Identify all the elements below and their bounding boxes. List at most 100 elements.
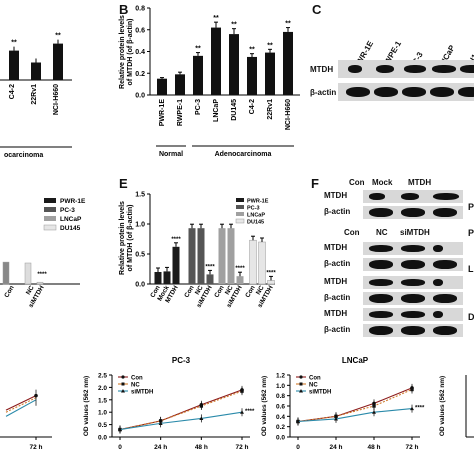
bar	[163, 271, 171, 284]
bar	[236, 276, 244, 284]
blot-band	[433, 311, 443, 318]
panel-label-e: E	[119, 176, 128, 191]
y-tick-label: 0.6	[135, 27, 145, 34]
blot-band	[369, 260, 393, 269]
group-label-adeno: Adenocarcinoma	[215, 151, 272, 158]
legend-label: PC-3	[60, 207, 75, 214]
blot-band	[433, 208, 457, 217]
blot-c-row-label-mtdh: MTDH	[310, 65, 334, 74]
blot-band	[433, 193, 459, 200]
chart-title: LNCaP	[342, 356, 369, 365]
blot-f-side-label: D	[468, 312, 474, 322]
bar	[172, 246, 180, 284]
x-tick-label: 72 h	[405, 444, 418, 451]
x-tick-label: 0	[118, 444, 122, 451]
significance-label: **	[249, 47, 255, 54]
data-point	[240, 389, 244, 393]
y-tick-label: 0.5	[98, 422, 107, 429]
blot-band	[374, 87, 398, 97]
significance-label: **	[55, 33, 61, 40]
blot-band	[433, 279, 443, 286]
blot-band	[369, 208, 393, 217]
tick-label: PWR-1E	[159, 99, 166, 127]
tick-label: NC	[194, 284, 205, 296]
blot-f-strip	[363, 308, 463, 321]
tick-label: LNCaP	[213, 99, 220, 122]
blot-f-strip	[363, 206, 463, 219]
legend-label: PWR-1E	[247, 199, 269, 205]
y-tick-label: 1.0	[98, 410, 107, 417]
legend-label: PC-3	[247, 206, 260, 212]
blot-band	[460, 65, 474, 73]
blot-f-lane-label: MTDH	[408, 178, 432, 187]
bar	[206, 274, 214, 284]
blot-band	[401, 311, 425, 318]
tick-label: 22Rv1	[31, 84, 38, 105]
series-line	[5, 395, 37, 411]
bar	[258, 241, 266, 285]
blot-band	[402, 87, 426, 97]
blot-f-strip	[363, 276, 463, 289]
panel-label-f: F	[311, 176, 319, 191]
legend-label: DU145	[247, 220, 264, 226]
group-label-normal: Normal	[159, 151, 183, 158]
significance-label: **	[285, 21, 291, 28]
legend-marker	[299, 389, 303, 393]
line-chart-lncap: LNCaP 0.0 0.2 0.4 0.6 0.8 1.0 1.2 OD values (562…	[261, 356, 425, 451]
y-tick-label: 0.4	[135, 49, 145, 56]
legend-label: DU145	[60, 225, 81, 232]
blot-band	[346, 87, 370, 97]
blot-f-row-label: β-actin	[324, 207, 351, 216]
bar	[227, 228, 235, 284]
legend-label: siMTDH	[131, 389, 153, 395]
bar	[247, 56, 257, 95]
y-tick-label: 2.0	[98, 385, 107, 392]
blot-band	[348, 65, 362, 73]
series-line	[297, 408, 413, 423]
tick-label: NCI-H660	[285, 99, 292, 130]
bar	[249, 239, 257, 285]
blot-band	[369, 193, 385, 200]
bar	[188, 228, 196, 284]
x-tick-label: 48 h	[195, 444, 208, 451]
series-line	[119, 390, 243, 431]
data-point	[158, 421, 163, 425]
legend-swatch	[44, 207, 56, 212]
blot-band	[433, 326, 457, 335]
y-tick-label: 0.4	[276, 414, 285, 421]
x-tick-label: 24 h	[154, 444, 167, 451]
tick-label: 22Rv1	[267, 99, 274, 120]
y-tick-label: 0.8	[135, 6, 145, 13]
blot-f-side-label: L	[468, 264, 474, 274]
bar	[2, 261, 10, 285]
significance-label: ****	[205, 264, 215, 270]
bar	[31, 62, 41, 80]
bar	[36, 281, 44, 285]
data-point	[410, 406, 414, 411]
legend-swatch	[44, 198, 56, 203]
blot-band	[369, 279, 393, 286]
bar	[265, 52, 275, 95]
tick-label: Con	[3, 284, 15, 298]
significance-label: ****	[235, 266, 245, 272]
tick-label: DU145	[231, 99, 238, 121]
bar	[24, 262, 32, 285]
panel-label-b: B	[119, 2, 129, 17]
blot-band	[401, 279, 425, 286]
y-tick-label: 1.2	[276, 373, 285, 380]
significance-label: ****	[245, 409, 255, 415]
blot-f-row-label: MTDH	[324, 309, 348, 318]
bar	[154, 272, 162, 284]
data-point	[199, 404, 204, 408]
tick-label: NC	[224, 284, 235, 296]
x-tick-label: 24 h	[329, 444, 342, 451]
significance-label: ****	[266, 270, 276, 276]
blot-band	[369, 311, 393, 318]
legend-label: siMTDH	[309, 389, 331, 395]
blot-band	[401, 245, 425, 252]
legend-label: LNCaP	[60, 216, 82, 223]
bottom-row-figure: 72 h PC-3 0.0 0.5 1.0 1.5 2.0 2.5 OD values (56…	[0, 356, 474, 451]
